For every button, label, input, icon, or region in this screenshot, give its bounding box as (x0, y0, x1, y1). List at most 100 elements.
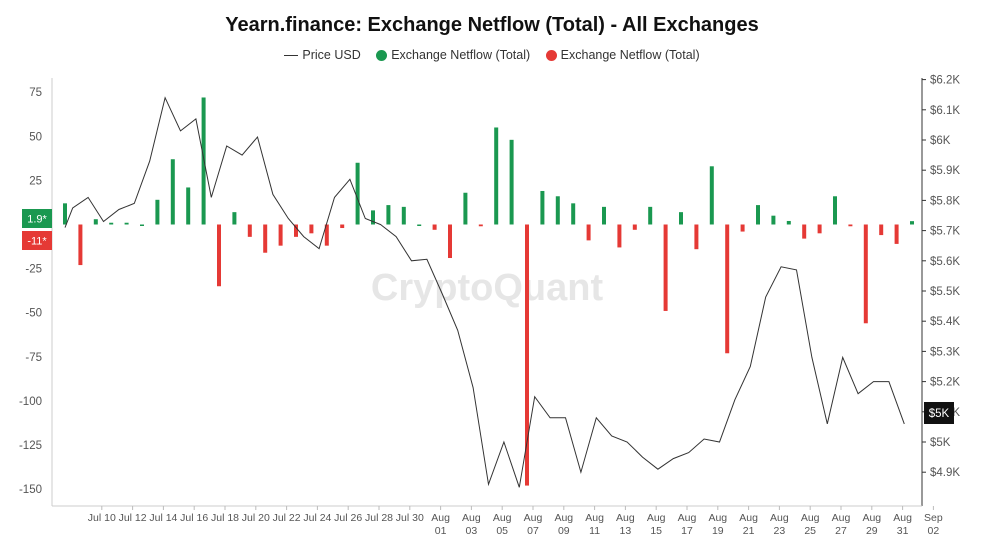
netflow-bar[interactable] (833, 196, 837, 225)
netflow-bar[interactable] (863, 224, 868, 324)
y-right-tick-label: $5.8K (930, 195, 960, 207)
x-tick-label: 01 (435, 525, 447, 537)
netflow-bar[interactable] (324, 224, 329, 246)
netflow-bar[interactable] (417, 224, 422, 227)
netflow-bar[interactable] (217, 224, 221, 287)
x-tick-label: 31 (897, 525, 909, 537)
netflow-bar[interactable] (371, 210, 375, 225)
netflow-bar[interactable] (632, 224, 637, 230)
netflow-bar[interactable] (124, 222, 129, 225)
legend-item-netflow-positive[interactable]: Exchange Netflow (Total) (376, 48, 530, 62)
x-tick-label: Aug (616, 512, 635, 524)
netflow-bar[interactable] (786, 220, 791, 225)
netflow-bar[interactable] (463, 192, 468, 225)
netflow-bar[interactable] (340, 224, 345, 229)
y-right-tick-label: $5.3K (930, 346, 960, 358)
netflow-bar[interactable] (802, 224, 807, 239)
netflow-bar[interactable] (401, 206, 406, 225)
netflow-bar[interactable] (478, 224, 483, 227)
netflow-bar[interactable] (140, 224, 144, 227)
y-right-tick-label: $4.9K (930, 467, 960, 479)
netflow-bar[interactable] (540, 190, 545, 225)
netflow-bar[interactable] (432, 224, 437, 230)
netflow-bar[interactable] (109, 222, 114, 225)
x-tick-label: Aug (708, 512, 727, 524)
x-tick-label: Aug (770, 512, 789, 524)
netflow-bar[interactable] (494, 127, 499, 225)
netflow-bar[interactable] (555, 196, 560, 225)
x-tick-label: 21 (743, 525, 755, 537)
netflow-bar[interactable] (186, 187, 191, 225)
netflow-bar[interactable] (894, 224, 899, 244)
netflow-bar[interactable] (155, 199, 160, 225)
x-tick-label: Aug (832, 512, 851, 524)
netflow-bar[interactable] (247, 224, 252, 237)
netflow-bar[interactable] (63, 203, 67, 225)
netflow-bar[interactable] (355, 162, 360, 225)
netflow-bar[interactable] (771, 215, 776, 225)
netflow-bar[interactable] (679, 212, 683, 225)
x-tick-label: 25 (804, 525, 816, 537)
legend: Price USD Exchange Netflow (Total) Excha… (0, 47, 984, 62)
netflow-bar[interactable] (78, 224, 83, 266)
netflow-bar[interactable] (309, 224, 314, 234)
y-right-tick-label: $6.2K (930, 75, 960, 87)
netflow-bar[interactable] (725, 224, 730, 354)
y-right-tick-label: $5.2K (930, 377, 960, 389)
legend-item-price[interactable]: Price USD (284, 48, 361, 62)
netflow-bar[interactable] (617, 224, 622, 248)
x-tick-label: Jul 20 (242, 512, 270, 524)
netflow-bar[interactable] (525, 224, 529, 486)
netflow-bar[interactable] (571, 203, 576, 225)
legend-line-swatch (284, 54, 299, 56)
x-tick-label: Aug (585, 512, 604, 524)
netflow-bar[interactable] (294, 224, 298, 237)
netflow-bar[interactable] (93, 219, 98, 225)
netflow-bar[interactable] (910, 221, 914, 225)
legend-label-netflow-negative: Exchange Netflow (Total) (560, 47, 700, 62)
netflow-bar[interactable] (879, 224, 884, 236)
x-tick-label: Jul 22 (273, 512, 301, 524)
netflow-bar[interactable] (817, 224, 822, 234)
x-tick-label: Aug (893, 512, 912, 524)
netflow-bar[interactable] (448, 224, 452, 259)
netflow-bar[interactable] (263, 224, 268, 253)
netflow-bar[interactable] (663, 224, 668, 311)
x-tick-label: Aug (862, 512, 881, 524)
netflow-bar[interactable] (740, 224, 745, 232)
price-usd-line[interactable] (64, 96, 905, 488)
x-tick-label: Aug (678, 512, 697, 524)
legend-dot-green (376, 49, 388, 61)
netflow-bar[interactable] (201, 97, 206, 225)
netflow-bar[interactable] (586, 224, 591, 241)
y-left-tick-label: -75 (25, 352, 42, 364)
netflow-bar[interactable] (848, 224, 853, 227)
x-tick-label: 15 (650, 525, 662, 537)
netflow-bar[interactable] (386, 205, 391, 225)
x-tick-label: Jul 28 (365, 512, 393, 524)
x-tick-label: 09 (558, 525, 570, 537)
x-tick-label: Jul 24 (303, 512, 331, 524)
x-tick-label: 05 (496, 525, 508, 537)
x-tick-label: Aug (431, 512, 450, 524)
netflow-bar[interactable] (694, 224, 699, 250)
netflow-bar[interactable] (232, 212, 237, 225)
current-price-label: $5K (929, 408, 950, 420)
netflow-bar[interactable] (648, 206, 653, 225)
x-tick-label: Aug (462, 512, 481, 524)
netflow-bar[interactable] (509, 139, 514, 225)
x-tick-label: Aug (493, 512, 512, 524)
watermark: CryptoQuant (371, 267, 604, 309)
y-left-tick-label: 75 (29, 87, 42, 99)
netflow-bar[interactable] (602, 206, 606, 225)
y-left-tick-label: -100 (19, 396, 42, 408)
x-tick-label: Jul 18 (211, 512, 239, 524)
netflow-bar[interactable] (278, 224, 283, 246)
y-right-tick-label: $6.1K (930, 105, 960, 117)
netflow-bar[interactable] (756, 205, 760, 225)
legend-item-netflow-negative[interactable]: Exchange Netflow (Total) (545, 47, 700, 62)
netflow-bar[interactable] (709, 166, 714, 225)
legend-dot-red (545, 49, 557, 61)
netflow-bar[interactable] (170, 159, 175, 225)
